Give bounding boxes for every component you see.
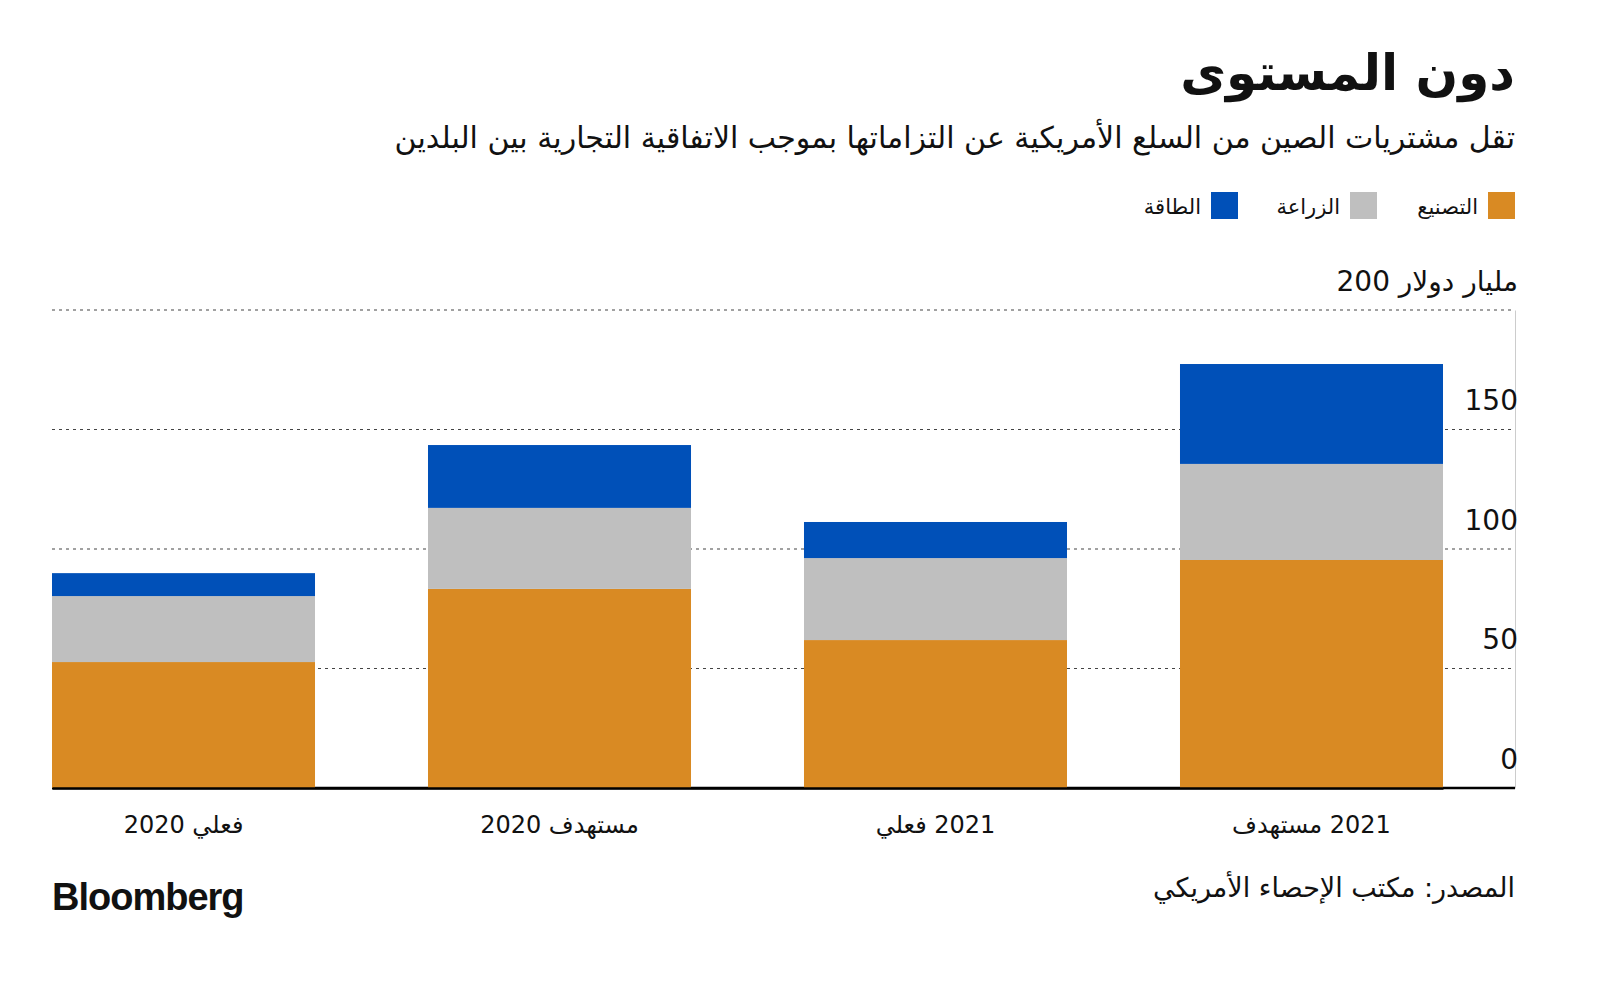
bars — [52, 364, 1443, 788]
y-axis-line — [1515, 311, 1516, 789]
y-tick-label: 0 — [1500, 743, 1518, 776]
x-tick-label: 2021 مستهدف — [1232, 811, 1391, 839]
legend-label: الزراعة — [1276, 195, 1340, 219]
bar — [804, 558, 1067, 640]
chart: دون المستوى تقل مشتريات الصين من السلع ال… — [0, 0, 1600, 993]
grid — [52, 310, 1515, 788]
legend-swatch — [1488, 192, 1515, 219]
bar — [804, 522, 1067, 558]
bar — [428, 508, 691, 589]
x-tick-label: مستهدف 2020 — [480, 811, 639, 839]
title: دون المستوى — [1180, 44, 1515, 103]
y-tick-label: 100 — [1465, 504, 1518, 537]
bar — [1180, 464, 1443, 560]
x-tick: 2021 فعلي — [876, 788, 996, 839]
x-tick: مستهدف 2020 — [480, 788, 639, 839]
bar — [52, 596, 315, 662]
legend-swatch — [1350, 192, 1377, 219]
y-tick: 200 مليار دولار — [1337, 265, 1519, 311]
y-tick: 0 — [1500, 743, 1518, 789]
y-tick: 150 — [1465, 384, 1518, 430]
series — [52, 364, 1443, 596]
y-axis: 0 50 100 150 200 مليار دولار — [1337, 265, 1519, 789]
legend: التصنيع الزراعة الطاقة — [1144, 192, 1515, 219]
credit: Bloomberg — [52, 876, 244, 918]
bar — [428, 445, 691, 508]
bar — [1180, 364, 1443, 464]
y-tick-label: 200 مليار دولار — [1337, 265, 1519, 298]
x-tick: فعلي 2020 — [124, 788, 244, 839]
legend-label: الطاقة — [1144, 195, 1201, 219]
bar — [804, 640, 1067, 788]
series — [52, 464, 1443, 662]
legend-swatch — [1211, 192, 1238, 219]
bar — [428, 589, 691, 788]
grid-line — [52, 309, 1515, 310]
y-tick: 50 — [1482, 623, 1518, 669]
x-tick-label: فعلي 2020 — [124, 811, 244, 839]
source: المصدر: مكتب الإحصاء الأمريكي — [1153, 870, 1515, 904]
x-axis-line — [53, 787, 1444, 790]
x-tick-label: 2021 فعلي — [876, 811, 996, 839]
subtitle: تقل مشتريات الصين من السلع الأمريكية عن … — [395, 118, 1515, 156]
bar — [1180, 560, 1443, 788]
bar — [52, 573, 315, 596]
x-tick: 2021 مستهدف — [1232, 788, 1391, 839]
y-tick: 100 — [1465, 504, 1518, 550]
y-tick-label: 150 — [1465, 384, 1518, 417]
bar — [52, 662, 315, 788]
series — [52, 560, 1443, 788]
x-axis: فعلي 2020 مستهدف 2020 2021 فعلي 2021 مستهدف — [53, 788, 1444, 839]
legend-label: التصنيع — [1417, 195, 1478, 219]
y-tick-label: 50 — [1482, 623, 1518, 656]
